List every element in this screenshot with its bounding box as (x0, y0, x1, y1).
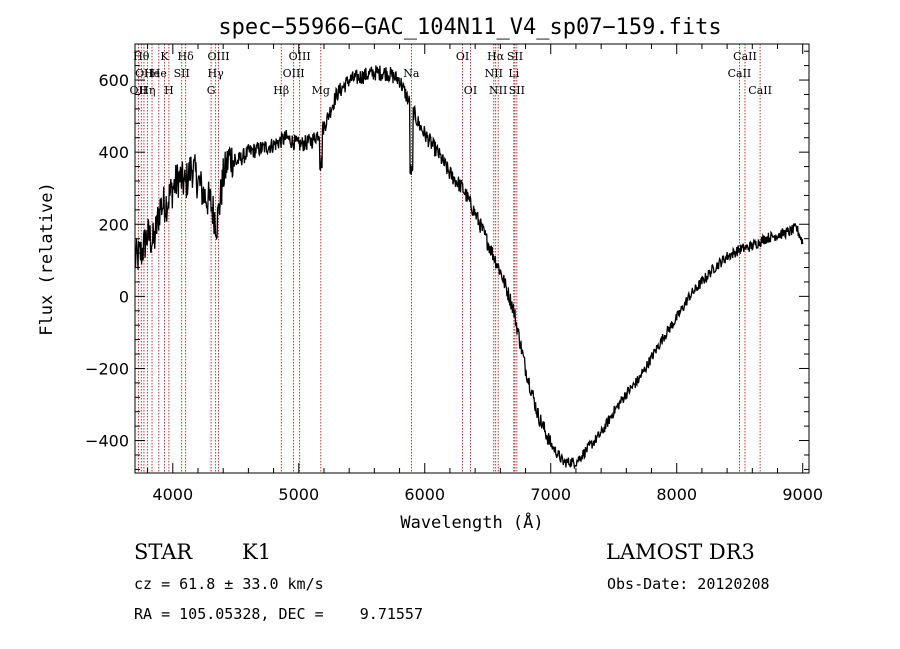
line-marker-label: OIII (207, 50, 229, 63)
y-tick-label: 400 (98, 143, 129, 162)
x-tick-label: 6000 (404, 485, 445, 504)
line-marker-label: OIII (289, 50, 311, 63)
line-marker-label: Hθ (133, 50, 150, 63)
line-marker-label: OII (135, 67, 153, 80)
line-marker-label: CaII (748, 84, 772, 97)
line-marker-label: Hδ (178, 50, 195, 63)
y-tick-label: 600 (98, 71, 129, 90)
x-tick-label: 5000 (278, 485, 319, 504)
line-marker-label: OII (130, 84, 148, 97)
line-marker-label: SII (507, 50, 523, 63)
y-tick-label: −400 (85, 432, 129, 451)
line-marker-label: He (151, 67, 167, 80)
line-marker-label: Hβ (273, 84, 289, 97)
line-marker-label: G (207, 84, 216, 97)
axis-ticks: 4000 5000 6000 7000 8000 9000 −400 −200 0 200 400 6… (85, 44, 823, 504)
line-marker-label: CaII (728, 67, 752, 80)
object-subclass: K1 (242, 540, 272, 564)
line-marker-label: Li (508, 67, 519, 80)
redshift-velocity: cz = 61.8 ± 33.0 km/s (134, 575, 324, 593)
line-marker-label: Na (403, 67, 420, 80)
line-marker-label: H (164, 84, 174, 97)
y-tick-label: 0 (119, 287, 129, 306)
line-marker-label: OIII (283, 67, 305, 80)
x-tick-label: 7000 (530, 485, 571, 504)
plot-frame (134, 43, 810, 474)
line-marker-label: K (160, 50, 169, 63)
y-tick-label: −200 (85, 359, 129, 378)
spectrum-series-line (134, 65, 804, 470)
observation-date: Obs-Date: 20120208 (607, 575, 770, 593)
line-marker-label: OI (464, 84, 477, 97)
y-axis-label: Flux (relative) (37, 182, 57, 336)
x-tick-label: 4000 (152, 485, 193, 504)
line-marker-label: Hη (139, 84, 155, 97)
line-marker-label: NII (489, 84, 507, 97)
line-markers (137, 44, 761, 473)
line-marker-label: He (144, 67, 160, 80)
ra-dec-coordinates: RA = 105.05328, DEC = 9.71557 (134, 605, 423, 623)
x-axis-label: Wavelength (Å) (400, 511, 543, 533)
survey-name: LAMOST DR3 (606, 540, 755, 564)
line-marker-labels: OIIHθOIIHηHeHeKHSIIHδGHγOIIIHβOIIIOIIIMg… (130, 50, 772, 97)
line-marker-label: Mg (312, 84, 330, 97)
line-marker-label: Hγ (208, 67, 225, 80)
chart-title: spec−55966−GAC_104N11_V4_sp07−159.fits (218, 15, 721, 40)
x-tick-label: 9000 (782, 485, 823, 504)
y-tick-label: 200 (98, 215, 129, 234)
line-marker-label: SII (174, 67, 190, 80)
line-marker-label: CaII (733, 50, 757, 63)
line-marker-label: SII (509, 84, 525, 97)
line-marker-label: Hα (487, 50, 505, 63)
line-marker-label: OI (456, 50, 469, 63)
line-marker-label: NII (485, 67, 503, 80)
object-class: STAR (134, 540, 193, 564)
x-tick-label: 8000 (656, 485, 697, 504)
